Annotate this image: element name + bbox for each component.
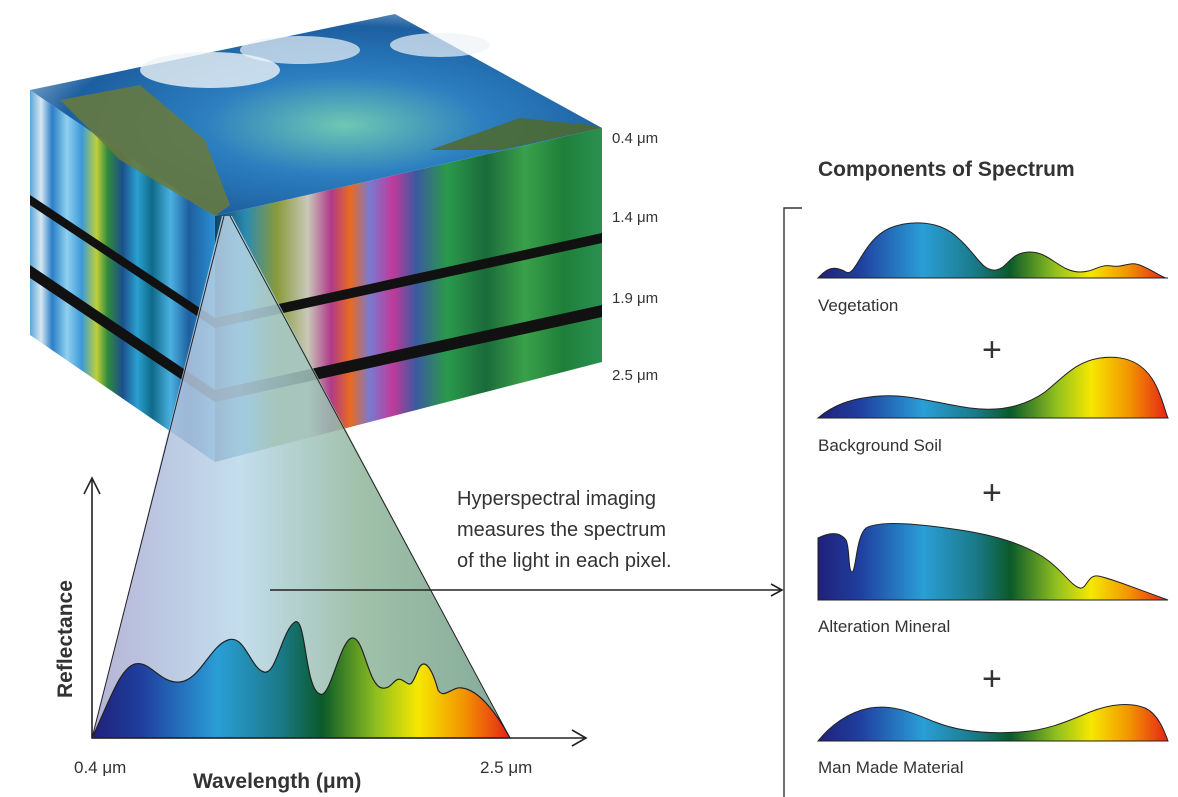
caption-line-2: of the light in each pixel. (457, 550, 672, 572)
hyperspectral-cube: 0.4 μm 1.4 μm 1.9 μm 2.5 μm (30, 14, 658, 462)
plus-sign: + (982, 474, 1002, 512)
x-tick-start: 0.4 μm (74, 758, 126, 777)
components-panel: Components of Spectrum Vegetation + Back… (783, 158, 1169, 797)
pixel-spectrum-curve (91, 621, 512, 739)
caption: Hyperspectral imaging measures the spect… (457, 488, 672, 572)
caption-line-1: measures the spectrum (457, 519, 666, 541)
pixel-cone (92, 216, 510, 738)
cloud (240, 36, 360, 64)
man-made-material-spectrum (816, 704, 1169, 742)
x-axis-label: Wavelength (μm) (193, 770, 361, 793)
components-title: Components of Spectrum (818, 158, 1075, 181)
band-label-1: 1.4 μm (612, 209, 658, 226)
land-mass-left (60, 85, 230, 216)
component-label-vegetation: Vegetation (818, 296, 898, 315)
component-label-background-soil: Background Soil (818, 436, 942, 455)
vegetation-spectrum (816, 222, 1167, 279)
cone-edge-right (229, 215, 511, 739)
land-mass-right (430, 118, 602, 150)
band-label-2: 1.9 μm (612, 290, 658, 307)
plus-sign: + (982, 331, 1002, 369)
component-label-alteration-mineral: Alteration Mineral (818, 617, 950, 636)
plus-sign: + (982, 660, 1002, 698)
alteration-mineral-spectrum (817, 523, 1169, 601)
y-axis-label: Reflectance (54, 580, 77, 698)
band-label-3: 2.5 μm (612, 367, 658, 384)
x-axis-arrow (571, 729, 588, 747)
caption-line-0: Hyperspectral imaging (457, 488, 656, 510)
cloud (390, 33, 490, 57)
y-axis-arrow (83, 476, 101, 495)
band-separator (215, 233, 602, 328)
background-soil-spectrum (816, 356, 1169, 419)
x-tick-end: 2.5 μm (480, 758, 532, 777)
cone-edge-left (91, 215, 225, 739)
band-label-0: 0.4 μm (612, 130, 658, 147)
component-label-man-made-material: Man Made Material (818, 758, 964, 777)
reflectance-graph: Reflectance Wavelength (μm) 0.4 μm 2.5 μ… (54, 476, 588, 793)
band-separator (30, 195, 215, 328)
band-separator (30, 265, 215, 402)
cloud (140, 52, 280, 88)
components-bracket (783, 207, 802, 797)
